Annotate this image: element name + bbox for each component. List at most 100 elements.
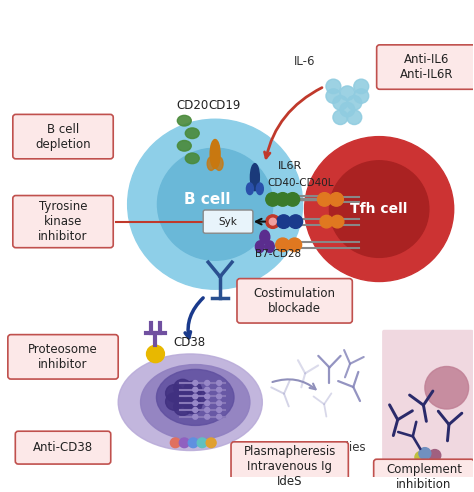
Ellipse shape [260,230,270,244]
Circle shape [217,414,221,419]
Circle shape [305,137,454,281]
Text: B7-CD28: B7-CD28 [255,249,301,259]
Circle shape [289,215,302,228]
Circle shape [188,438,198,448]
Ellipse shape [256,183,264,194]
Text: IL-6: IL-6 [294,55,315,68]
Text: B cell: B cell [184,192,230,207]
Circle shape [188,389,206,406]
Circle shape [318,193,331,206]
Ellipse shape [250,164,259,191]
Circle shape [354,79,369,93]
Circle shape [331,215,344,228]
Ellipse shape [246,183,254,194]
Circle shape [326,79,341,93]
Circle shape [266,215,280,228]
Text: CD38: CD38 [173,336,206,349]
Circle shape [333,95,348,110]
Text: CD20: CD20 [176,99,209,112]
Circle shape [217,394,221,399]
Circle shape [205,380,210,385]
Circle shape [205,394,210,399]
Ellipse shape [210,140,220,168]
Circle shape [197,438,207,448]
Circle shape [205,407,210,412]
Circle shape [329,161,429,257]
Circle shape [277,215,291,228]
Circle shape [193,401,198,405]
Circle shape [193,380,198,385]
Text: CD40-CD40L: CD40-CD40L [268,178,334,188]
Circle shape [286,193,300,206]
Circle shape [193,387,198,392]
Circle shape [354,89,369,103]
Ellipse shape [215,157,223,170]
Circle shape [206,438,216,448]
FancyBboxPatch shape [377,45,474,89]
Ellipse shape [265,241,274,252]
Circle shape [415,452,427,463]
FancyBboxPatch shape [13,195,113,247]
Circle shape [276,238,290,251]
Circle shape [193,394,198,399]
Circle shape [419,448,431,459]
Text: Tfh cell: Tfh cell [350,202,408,216]
Circle shape [170,438,180,448]
Text: IL6R: IL6R [278,160,302,171]
Circle shape [347,95,362,110]
Text: Syk: Syk [219,216,237,227]
FancyBboxPatch shape [231,442,348,492]
Text: Costimulation
blockade: Costimulation blockade [254,287,336,315]
Circle shape [217,380,221,385]
Circle shape [205,401,210,405]
Circle shape [146,345,164,363]
Text: Anti-IL6
Anti-IL6R: Anti-IL6 Anti-IL6R [400,53,454,81]
Ellipse shape [177,115,191,126]
FancyBboxPatch shape [13,115,113,159]
Ellipse shape [185,128,199,139]
Circle shape [193,414,198,419]
Ellipse shape [156,369,234,426]
Circle shape [266,193,280,206]
Circle shape [333,110,348,124]
Ellipse shape [255,241,264,252]
Circle shape [217,401,221,405]
Text: Proteosome
inhibitor: Proteosome inhibitor [28,343,98,371]
Ellipse shape [185,153,199,164]
Circle shape [193,407,198,412]
Circle shape [320,215,333,228]
Circle shape [326,89,341,103]
Circle shape [347,110,362,124]
Ellipse shape [177,141,191,151]
Text: CD19: CD19 [209,99,241,112]
Text: Complement
inhibition: Complement inhibition [386,462,462,491]
Circle shape [128,119,302,289]
Text: Tyrosine
kinase
inhibitor: Tyrosine kinase inhibitor [38,200,88,243]
Circle shape [423,459,435,471]
FancyBboxPatch shape [382,330,474,477]
FancyBboxPatch shape [237,278,352,323]
FancyBboxPatch shape [203,210,253,233]
Circle shape [176,389,194,406]
Circle shape [425,367,469,409]
Circle shape [173,398,191,416]
Ellipse shape [207,157,215,170]
Text: Anti-CD38: Anti-CD38 [33,441,93,454]
Text: B cell
depletion: B cell depletion [35,123,91,151]
Circle shape [179,438,189,448]
Circle shape [288,238,301,251]
Circle shape [184,396,201,414]
FancyBboxPatch shape [8,335,118,379]
Circle shape [433,459,445,471]
FancyBboxPatch shape [15,431,111,464]
Circle shape [205,414,210,419]
Ellipse shape [118,354,262,451]
Circle shape [165,385,183,402]
Text: Plasmapheresis
Intravenous Ig
IdeS: Plasmapheresis Intravenous Ig IdeS [244,445,336,489]
Circle shape [276,193,290,206]
Circle shape [184,381,201,399]
Circle shape [157,148,273,260]
Text: Alloantibodies: Alloantibodies [283,441,366,454]
Circle shape [165,393,183,410]
Circle shape [340,86,355,100]
